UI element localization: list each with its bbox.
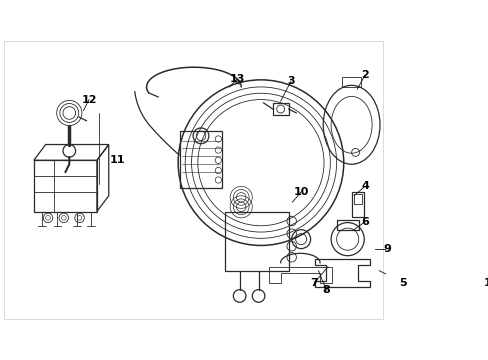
Text: 6: 6 — [360, 217, 368, 227]
Bar — [336, 220, 358, 230]
Bar — [34, 160, 97, 212]
Bar — [225, 212, 288, 271]
Text: 5: 5 — [398, 278, 406, 288]
Bar — [342, 77, 360, 87]
Text: 2: 2 — [361, 70, 368, 80]
Text: 3: 3 — [286, 76, 294, 86]
Text: 9: 9 — [383, 244, 390, 255]
Text: 4: 4 — [360, 181, 368, 191]
Text: 8: 8 — [322, 285, 329, 296]
Text: 11: 11 — [109, 155, 125, 165]
Text: 1: 1 — [483, 278, 488, 288]
Bar — [180, 131, 221, 188]
Bar — [353, 194, 361, 204]
Text: 12: 12 — [81, 95, 97, 104]
Bar — [272, 103, 288, 115]
Text: 13: 13 — [229, 74, 244, 84]
Bar — [351, 192, 364, 217]
Text: 7: 7 — [310, 278, 318, 288]
Text: 10: 10 — [293, 187, 308, 197]
